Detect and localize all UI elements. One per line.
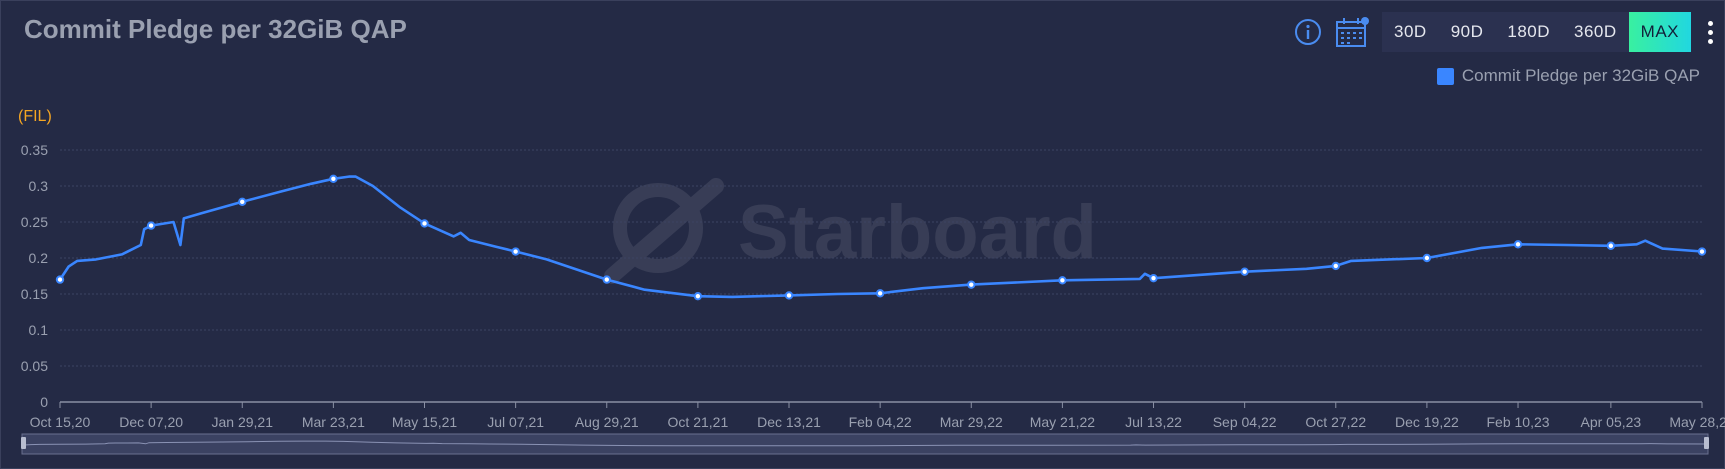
x-tick-label: May 28,23 — [1669, 414, 1725, 430]
data-point — [875, 289, 885, 298]
legend-swatch — [1436, 67, 1454, 85]
data-point — [55, 275, 65, 284]
range-360d-button[interactable]: 360D — [1574, 22, 1617, 41]
x-tick-label: Dec 07,20 — [119, 414, 183, 430]
range-30d-button[interactable]: 30D — [1394, 22, 1427, 41]
data-point — [329, 174, 338, 184]
more-vertical-icon[interactable] — [1705, 12, 1715, 52]
data-point — [1058, 276, 1067, 285]
y-unit-label: (FIL) — [18, 108, 52, 125]
data-point — [146, 221, 156, 230]
range-navigator[interactable] — [21, 433, 1709, 455]
x-tick-label: Oct 21,21 — [668, 414, 729, 430]
y-tick-label: 0.15 — [21, 286, 48, 302]
data-point — [1149, 273, 1158, 283]
navigator-handle-right — [1704, 437, 1709, 449]
y-tick-label: 0.05 — [21, 358, 48, 374]
toolbar: 30D 90D 180D 360D MAX — [1290, 12, 1715, 52]
y-tick-label: 0.35 — [21, 142, 48, 158]
grid — [60, 149, 1702, 367]
data-point — [693, 291, 703, 301]
info-icon[interactable] — [1290, 12, 1326, 52]
x-tick-label: May 21,22 — [1030, 414, 1096, 430]
data-point — [1240, 267, 1249, 276]
navigator-handle-left — [21, 437, 26, 449]
range-180d-button[interactable]: 180D — [1507, 22, 1551, 41]
x-tick-label: Apr 05,23 — [1581, 414, 1642, 430]
range-90d-button[interactable]: 90D — [1450, 22, 1484, 41]
series-line — [58, 175, 1703, 299]
range-selector: 30D 90D 180D 360D MAX — [1382, 12, 1691, 52]
chart-title: Commit Pledge per 32GiB QAP — [24, 14, 407, 44]
data-point — [602, 275, 611, 284]
y-tick-label: 0.3 — [29, 178, 49, 194]
data-point — [784, 291, 794, 300]
y-axis: 0 0.05 0.1 0.15 0.2 0.25 0.3 0.35 — [21, 142, 48, 410]
x-tick-label: Mar 23,21 — [302, 414, 365, 430]
navigator-series — [21, 440, 1709, 447]
data-point — [967, 280, 976, 289]
x-tick-label: Feb 10,23 — [1486, 414, 1549, 430]
calendar-icon[interactable] — [1334, 12, 1370, 52]
y-tick-label: 0 — [40, 394, 48, 410]
data-point — [1422, 253, 1432, 263]
x-tick-label: Dec 13,21 — [757, 414, 821, 430]
series-group — [55, 174, 1707, 301]
data-point — [1513, 240, 1523, 249]
legend-label: Commit Pledge per 32GiB QAP — [1461, 66, 1700, 85]
data-point — [1331, 261, 1340, 271]
watermark: Starboard — [604, 178, 1097, 284]
data-point — [420, 219, 429, 228]
x-tick-label: Feb 04,22 — [849, 414, 912, 430]
data-point — [1606, 241, 1616, 250]
x-tick-label: Dec 19,22 — [1395, 414, 1459, 430]
data-point — [511, 247, 520, 256]
y-tick-label: 0.1 — [29, 322, 49, 338]
y-tick-label: 0.25 — [21, 214, 48, 230]
x-tick-label: Oct 15,20 — [30, 414, 91, 430]
x-tick-label: Oct 27,22 — [1305, 414, 1366, 430]
x-tick-label: Jan 29,21 — [212, 414, 274, 430]
data-point — [1697, 247, 1707, 256]
legend[interactable]: Commit Pledge per 32GiB QAP — [1436, 66, 1700, 86]
x-tick-label: Jul 07,21 — [487, 414, 544, 430]
x-tick-label: Jul 13,22 — [1125, 414, 1182, 430]
x-tick-label: Aug 29,21 — [575, 414, 639, 430]
data-point — [238, 197, 247, 207]
x-tick-label: Sep 04,22 — [1213, 414, 1277, 430]
x-axis: Oct 15,20 Dec 07,20 Jan 29,21 Mar 23,21 May … — [30, 401, 1725, 430]
range-max-button[interactable]: MAX — [1628, 12, 1691, 52]
y-tick-label: 0.2 — [29, 250, 49, 266]
x-tick-label: May 15,21 — [392, 414, 458, 430]
x-tick-label: Mar 29,22 — [940, 414, 1003, 430]
watermark-text: Starboard — [738, 190, 1097, 275]
